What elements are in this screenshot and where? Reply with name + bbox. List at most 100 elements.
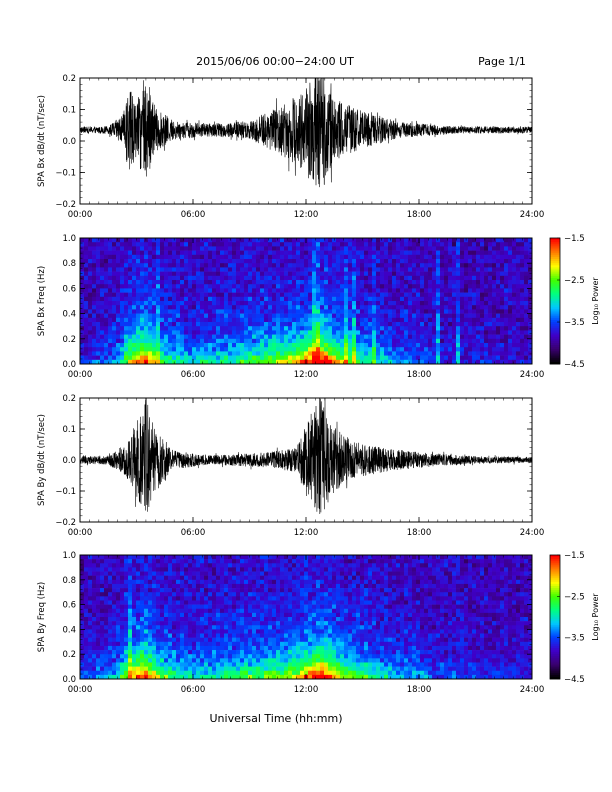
spectrogram-cell [116,355,121,361]
spectrogram-cell [156,633,161,638]
spectrogram-cell [144,650,149,655]
spectrogram-cell [192,621,197,626]
spectrogram-cell [92,301,97,306]
spectrogram-cell [440,238,445,243]
spectrogram-cell [380,309,385,314]
spectrogram-cell [508,334,513,340]
spectrogram-cell [164,567,169,572]
spectrogram-cell [260,280,265,285]
spectrogram-cell [220,313,225,319]
spectrogram-cell [416,317,421,323]
spectrogram-cell [492,301,497,306]
spectrogram-cell [388,330,393,335]
spectrogram-cell [144,563,149,568]
spectrogram-cell [196,608,201,614]
spectrogram-cell [88,313,93,319]
spectrogram-cell [96,242,101,247]
spectrogram-cell [472,351,477,356]
spectrogram-cell [500,250,505,256]
spectrogram-cell [220,242,225,247]
spectrogram-cell [228,242,233,247]
spectrogram-cell [260,250,265,256]
spectrogram-cell [408,259,413,264]
spectrogram-cell [480,351,485,356]
spectrogram-cell [160,284,165,289]
spectrogram-cell [248,313,253,319]
spectrogram-cell [336,267,341,272]
spectrogram-cell [404,259,409,264]
spectrogram-cell [80,263,85,268]
spectrogram-cell [144,571,149,576]
spectrogram-cell [104,567,109,572]
spectrogram-cell [312,250,317,256]
spectrogram-cell [216,309,221,314]
spectrogram-cell [488,313,493,319]
spectrogram-cell [200,592,205,597]
spectrogram-cell [80,338,85,344]
spectrogram-cell [300,284,305,289]
spectrogram-cell [436,263,441,268]
spectrogram-cell [452,267,457,272]
spectrogram-cell [180,612,185,618]
spectrogram-cell [236,284,241,289]
spectrogram-cell [448,288,453,293]
colorbar-segment [550,275,560,279]
spectrogram-cell [84,334,89,340]
spectrogram-cell [156,583,161,589]
spectrogram-cell [124,322,129,327]
spectrogram-cell [144,666,149,672]
colorbar-segment [550,338,560,342]
spectrogram-cell [440,263,445,268]
spectrogram-cell [512,238,517,243]
spectrogram-cell [144,575,149,581]
spectrogram-cell [372,275,377,281]
spectrogram-cell [164,666,169,672]
spectrogram-cell [468,326,473,331]
spectrogram-cell [96,629,101,634]
spectrogram-cell [348,338,353,344]
spectrogram-cell [104,338,109,344]
spectrogram-cell [172,592,177,597]
spectrogram-cell [140,674,145,680]
spectrogram-cell [456,351,461,356]
spectrogram-cell [160,604,165,610]
spectrogram-cell [156,259,161,264]
spectrogram-cell [152,645,157,651]
spectrogram-cell [148,588,153,593]
spectrogram-cell [460,254,465,260]
spectrogram-cell [196,583,201,589]
spectrogram-cell [380,288,385,293]
spectrogram-cell [444,347,449,352]
spectrogram-cell [484,309,489,314]
spectrogram-cell [528,305,533,310]
x-tick-label: 18:00 [407,528,432,538]
spectrogram-cell [352,351,357,356]
spectrogram-cell [264,301,269,306]
spectrogram-cell [296,301,301,306]
spectrogram-cell [220,263,225,268]
spectrogram-cell [160,666,165,672]
spectrogram-cell [124,338,129,344]
spectrogram-cell [268,347,273,352]
spectrogram-cell [116,596,121,601]
spectrogram-cell [148,259,153,264]
spectrogram-cell [364,288,369,293]
spectrogram-cell [368,317,373,323]
spectrogram-cell [324,301,329,306]
spectrogram-cell [200,334,205,340]
spectrogram-cell [376,238,381,243]
spectrogram-cell [152,670,157,676]
spectrogram-cell [212,347,217,352]
spectrogram-cell [420,343,425,348]
spectrogram-cell [476,250,481,256]
spectrogram-cell [520,246,525,251]
spectrogram-cell [140,343,145,348]
spectrogram-cell [252,242,257,247]
spectrogram-cell [88,608,93,614]
spectrogram-cell [128,263,133,268]
spectrogram-cell [184,322,189,327]
spectrogram-cell [124,246,129,251]
spectrogram-cell [488,355,493,361]
spectrogram-cell [88,612,93,618]
spectrogram-cell [88,359,93,365]
